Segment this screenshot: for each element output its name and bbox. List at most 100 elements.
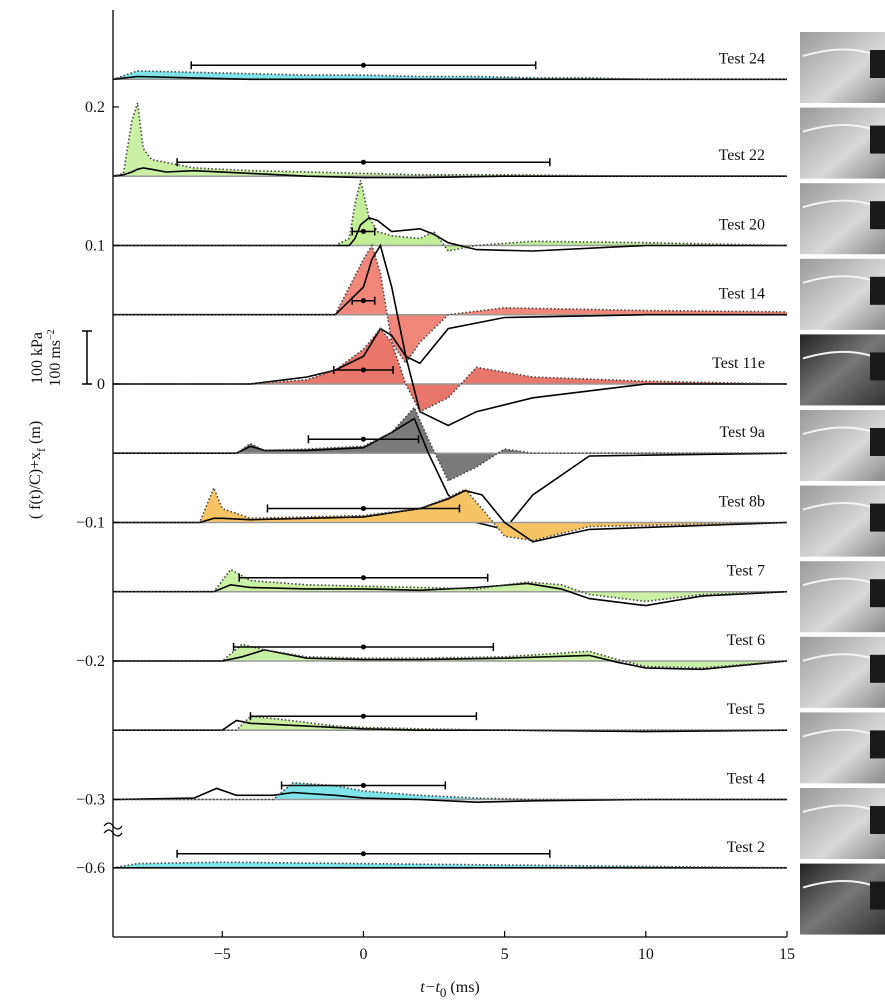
error-center — [360, 782, 366, 788]
acceleration-line — [113, 417, 788, 531]
test-label: Test 2 — [727, 839, 765, 856]
test-label: Test 9a — [719, 424, 765, 441]
test-label: Test 4 — [727, 770, 765, 787]
y-label-unit: (m) — [27, 421, 44, 444]
thumbnail-detail — [802, 728, 874, 738]
thumbnail-detail — [870, 881, 885, 910]
test-label: Test 22 — [719, 147, 765, 164]
thumbnail-detail — [870, 201, 885, 230]
scale-bar-label: 100 kPa — [29, 332, 46, 384]
x-tick-label: 10 — [638, 946, 654, 963]
error-center — [360, 851, 366, 857]
thumbnail-detail — [870, 352, 885, 381]
test-label: Test 5 — [727, 701, 765, 718]
error-center — [360, 367, 366, 373]
error-center — [360, 644, 366, 650]
error-center — [360, 228, 366, 234]
pressure-line — [113, 243, 788, 365]
error-center — [360, 575, 366, 581]
thumbnail-detail — [870, 503, 885, 532]
test-label: Test 24 — [719, 50, 765, 67]
thumbnail-detail — [802, 199, 874, 209]
scale-bar-label: 100 ms−2 — [46, 329, 64, 386]
pressure-fill — [113, 716, 787, 731]
thumbnail-detail — [802, 48, 874, 57]
pressure-fill — [113, 782, 787, 800]
y-tick-label: −0.3 — [76, 791, 105, 808]
error-center — [360, 62, 366, 68]
y-tick-label: 0.1 — [85, 237, 105, 254]
y-tick-label: 0.2 — [85, 99, 105, 116]
acceleration-line — [112, 787, 787, 804]
x-axis-label: t−t0 (ms) — [420, 979, 480, 1000]
test-label: Test 7 — [727, 563, 765, 580]
thumbnail-detail — [802, 426, 874, 435]
acceleration-line — [113, 216, 787, 252]
x-tick-label: 5 — [501, 946, 509, 963]
test-label: Test 8b — [719, 493, 765, 510]
pressure-line — [113, 568, 788, 603]
pressure-fill — [113, 102, 787, 177]
pressure-fill — [113, 644, 787, 668]
thumbnail-detail — [870, 50, 885, 78]
thumbnail-detail — [870, 806, 885, 834]
thumbnail-detail — [870, 579, 885, 608]
pressure-line — [113, 327, 788, 413]
error-center — [360, 159, 366, 165]
y-tick-label: −0.1 — [76, 514, 105, 531]
y-tick-label: −0.2 — [76, 653, 105, 670]
x-tick-label: 15 — [779, 946, 795, 963]
pressure-line — [112, 861, 788, 869]
axis-break — [103, 822, 123, 837]
thumbnail-detail — [802, 577, 874, 587]
acceleration-line — [113, 327, 787, 427]
x-label-unit: (ms) — [450, 979, 479, 996]
thumbnail-detail — [802, 880, 874, 889]
thumbnail-detail — [802, 275, 874, 284]
thumbnail-detail — [870, 125, 885, 154]
error-center — [360, 436, 366, 442]
test-label: Test 14 — [719, 286, 765, 303]
x-tick-label: −5 — [214, 946, 231, 963]
pressure-fill — [113, 328, 787, 412]
pressure-fill — [113, 180, 787, 251]
y-tick-label: 0 — [97, 376, 105, 393]
acceleration-line — [113, 649, 788, 671]
y-label-main: ( f(t)/C)+x — [27, 452, 44, 519]
thumbnail-detail — [870, 276, 885, 305]
pressure-line — [113, 406, 787, 482]
error-center — [360, 505, 366, 511]
acceleration-line — [112, 75, 787, 81]
x-label-main: t−t — [420, 979, 440, 996]
thumbnail-detail — [870, 428, 885, 456]
thumbnail-detail — [802, 124, 874, 133]
thumbnail-detail — [802, 350, 874, 360]
x-label-sub: 0 — [440, 985, 447, 1000]
acceleration-line — [112, 167, 787, 179]
pressure-line — [113, 715, 787, 731]
error-center — [360, 298, 366, 304]
y-tick-label: −0.6 — [76, 860, 105, 877]
pressure-fill — [113, 407, 787, 481]
thumbnail-detail — [802, 653, 874, 662]
test-label: Test 20 — [719, 216, 765, 233]
pressure-line — [112, 102, 787, 177]
test-label: Test 11e — [712, 355, 765, 372]
thumbnail-detail — [870, 730, 885, 759]
thumbnail-detail — [802, 804, 874, 813]
pressure-fill — [113, 569, 787, 602]
acceleration-line — [113, 243, 787, 365]
pressure-line — [113, 180, 788, 252]
y-label-sub: f — [34, 448, 48, 452]
pressure-fill — [113, 70, 787, 80]
pressure-fill — [113, 487, 787, 541]
test-label: Test 6 — [727, 632, 765, 649]
thumbnail-detail — [802, 502, 874, 511]
y-axis-label: ( f(t)/C)+xf (m) — [27, 421, 48, 519]
x-tick-label: 0 — [359, 946, 367, 963]
error-center — [360, 713, 366, 719]
thumbnail-detail — [870, 654, 885, 683]
scale-acc: 100 ms — [47, 340, 64, 387]
